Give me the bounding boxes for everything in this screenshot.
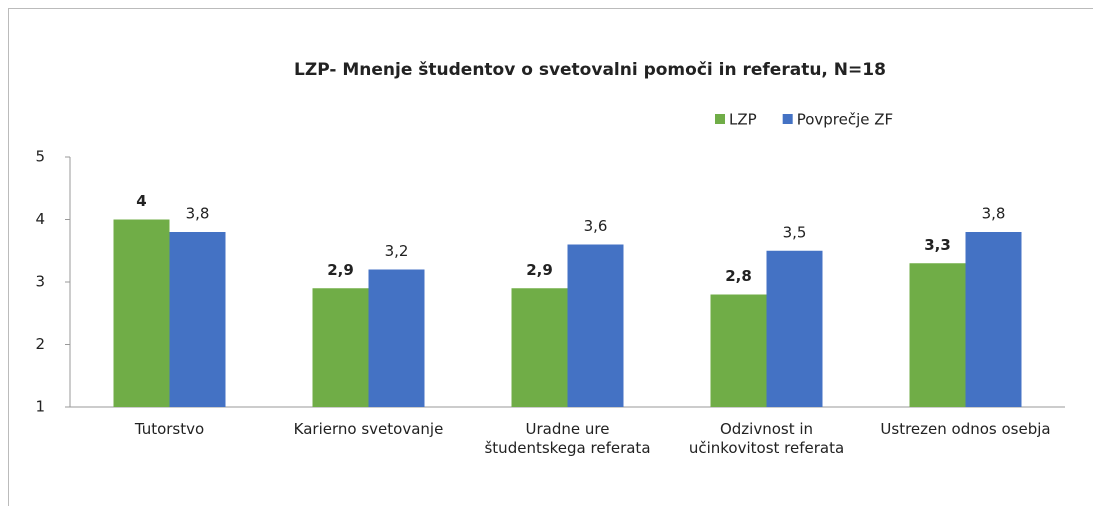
y-tick-label: 4 — [35, 210, 45, 228]
bar — [710, 294, 767, 407]
bar — [909, 263, 966, 407]
legend-label: Povprečje ZF — [797, 111, 893, 129]
legend-swatch — [782, 114, 793, 124]
y-tick-label: 2 — [35, 335, 45, 353]
data-label: 2,9 — [327, 261, 354, 279]
data-label: 3,8 — [186, 205, 210, 223]
x-tick-label: Uradne ure študentskega referata — [484, 420, 651, 457]
x-tick-label: Ustrezen odnos osebja — [880, 420, 1051, 438]
bar — [511, 288, 568, 407]
data-label: 3,3 — [924, 236, 951, 254]
bar — [169, 232, 226, 407]
chart-title: LZP- Mnenje študentov o svetovalni pomoč… — [294, 60, 886, 80]
data-label: 2,9 — [526, 261, 553, 279]
bar — [113, 219, 170, 407]
y-tick-label: 1 — [35, 398, 45, 416]
x-tick-label: Karierno svetovanje — [293, 420, 444, 438]
bar — [965, 232, 1022, 407]
y-tick-label: 5 — [35, 148, 45, 166]
data-label: 3,6 — [584, 217, 608, 235]
data-label: 3,5 — [783, 223, 807, 241]
data-label: 4 — [136, 192, 146, 210]
chart-border — [8, 8, 1093, 506]
y-tick-label: 3 — [35, 273, 45, 291]
bar — [368, 269, 425, 407]
data-label: 3,8 — [982, 205, 1006, 223]
x-tick-label: Odzivnost in učinkovitost referata — [688, 420, 845, 457]
bar — [312, 288, 369, 407]
bar — [567, 244, 624, 407]
data-label: 3,2 — [385, 242, 409, 260]
x-tick-label: Tutorstvo — [134, 420, 205, 438]
legend-swatch — [715, 114, 725, 124]
data-label: 2,8 — [725, 267, 752, 285]
bar — [766, 250, 823, 407]
legend-label: LZP — [729, 111, 757, 129]
